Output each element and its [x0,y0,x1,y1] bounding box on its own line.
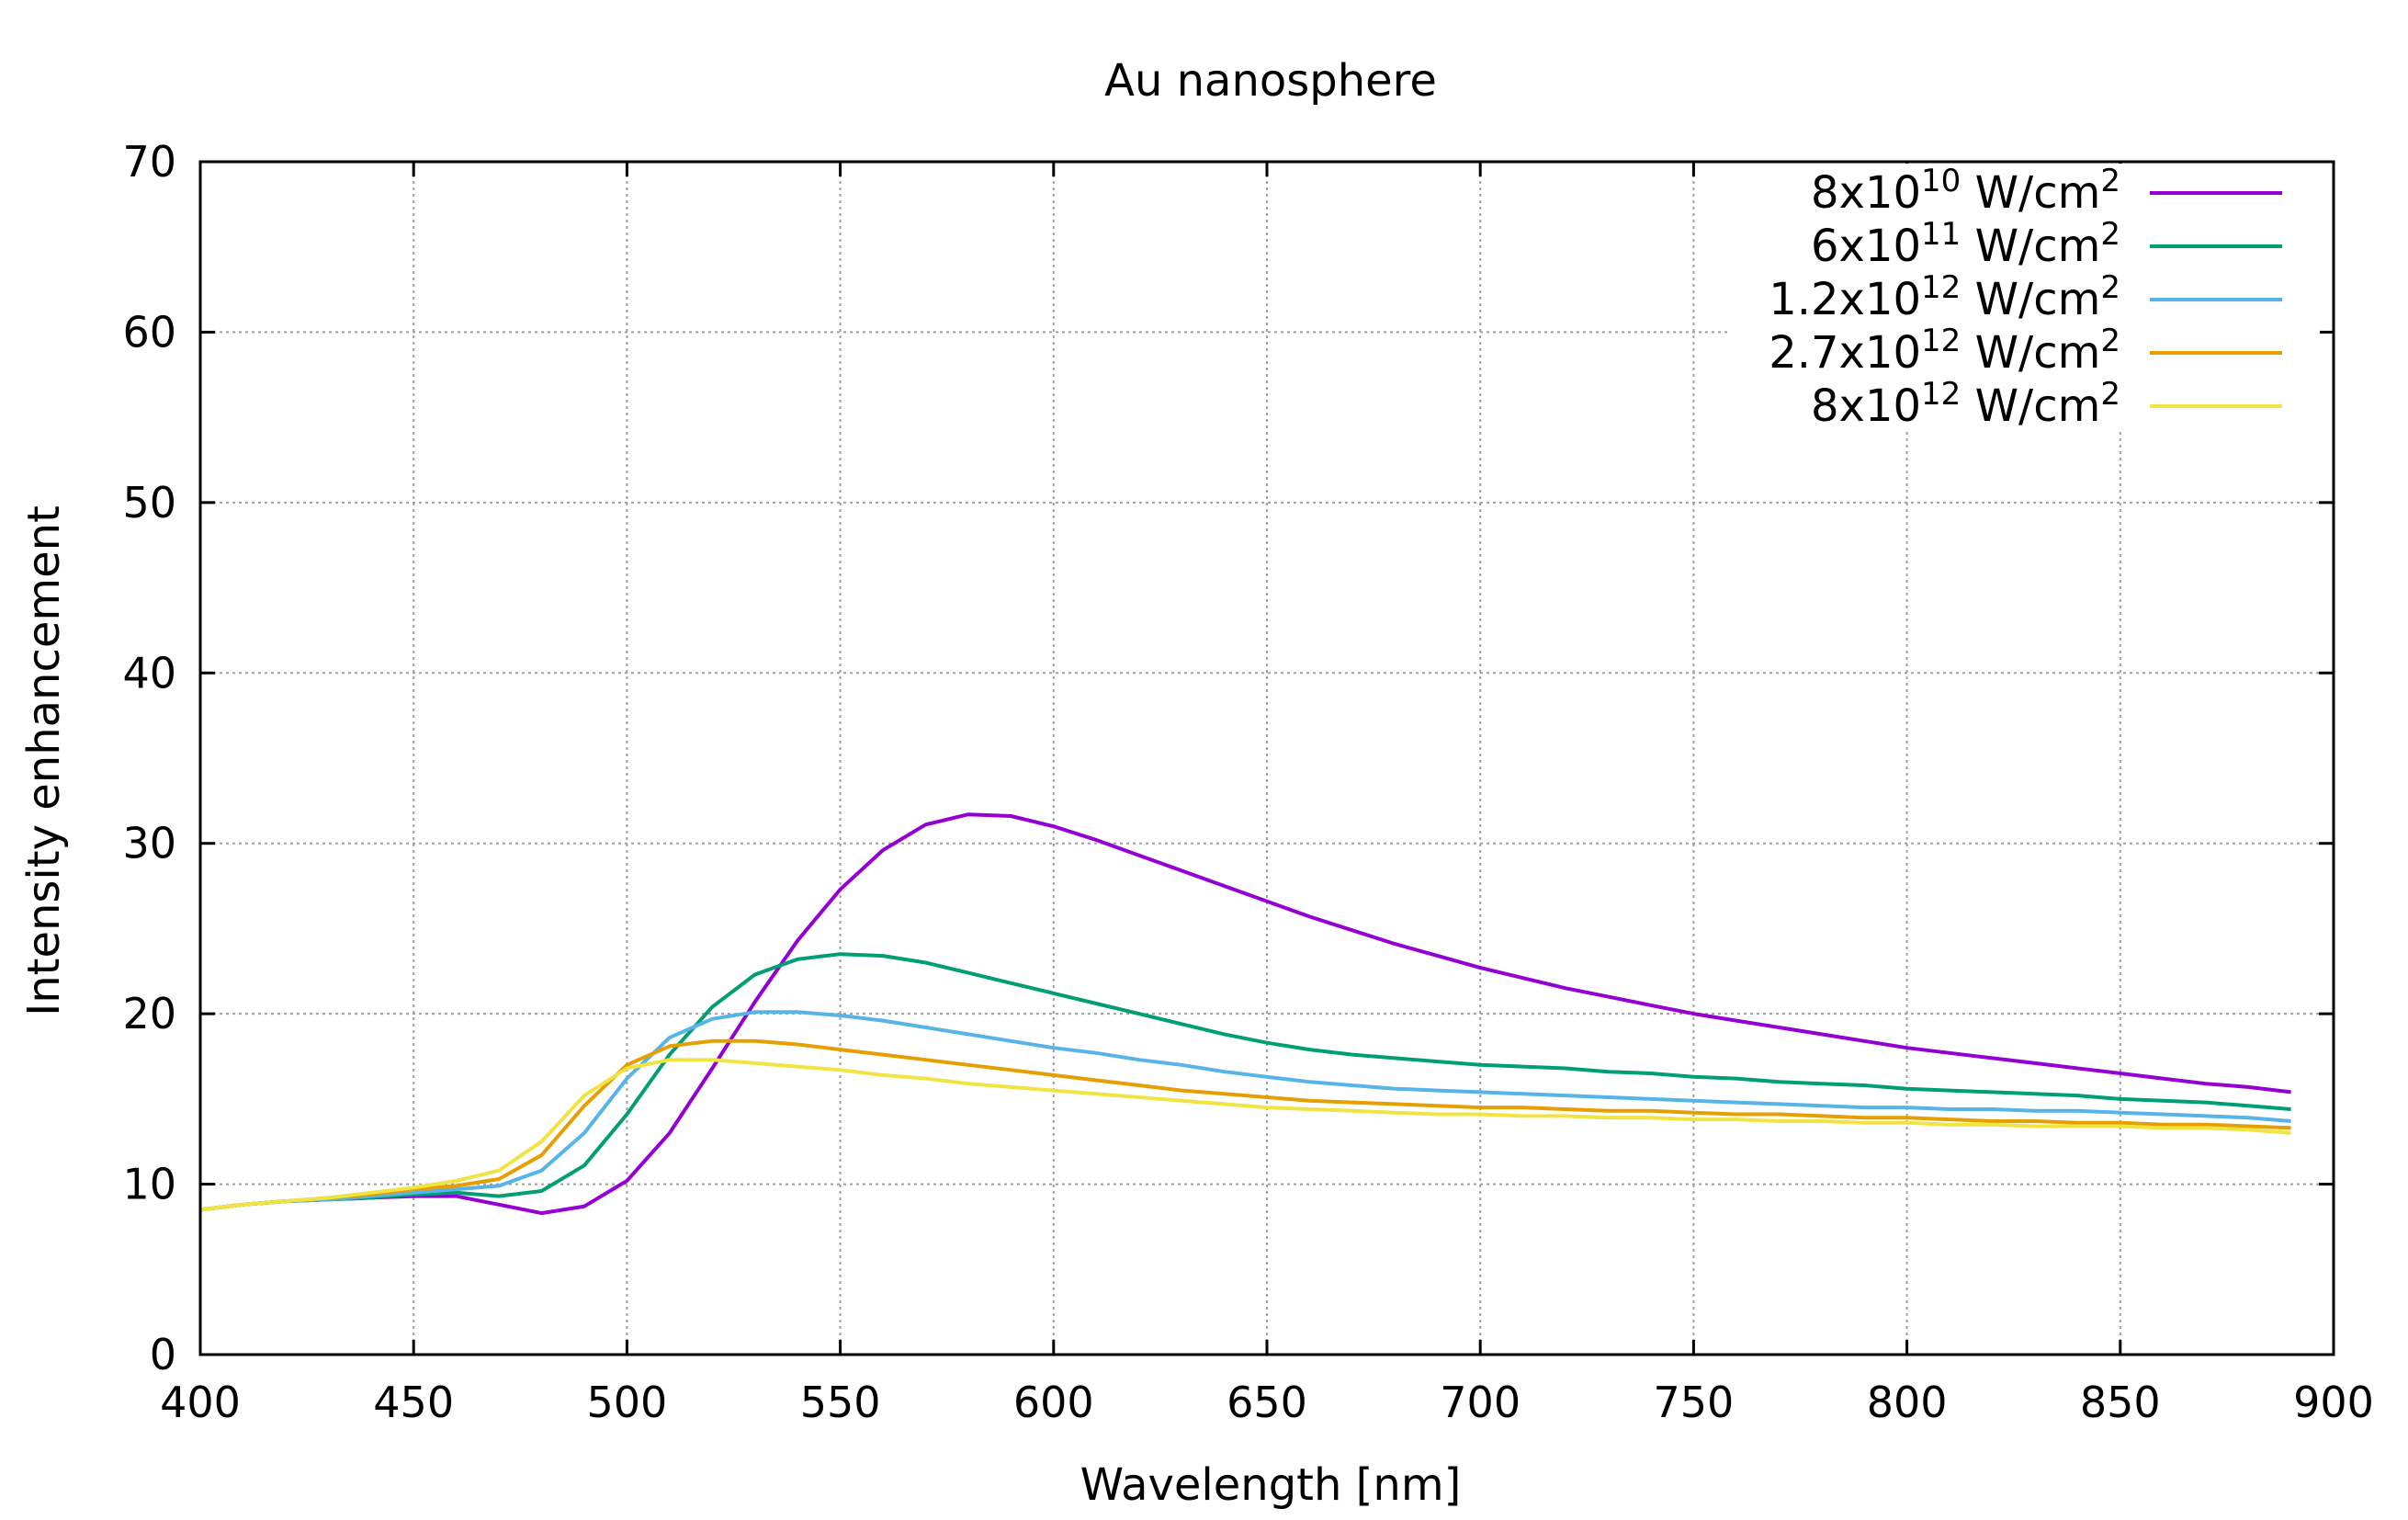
x-tick-label: 500 [586,1378,667,1427]
series-line [199,1010,2291,1212]
series-line [199,1038,2291,1212]
x-tick-label: 650 [1227,1378,1307,1427]
legend-background [1727,217,2320,270]
legend-label: 8x1010 W/cm2 [1811,163,2120,219]
x-tick-label: 550 [800,1378,881,1427]
x-tick-label: 400 [160,1378,241,1427]
x-tick-label: 700 [1440,1378,1521,1427]
legend-label: 6x1011 W/cm2 [1811,216,2120,272]
legend-background [1727,323,2320,377]
y-tick-label: 60 [122,307,176,357]
chart-title: Au nanosphere [1104,55,1437,107]
series-line [199,952,2291,1212]
y-tick-label: 30 [122,819,176,868]
ticks: 400 450 500 550 600 650 700 750 800 850 900 0 10 20 30… [122,137,2373,1427]
x-axis-title: Wavelength [nm] [1080,1459,1462,1511]
y-tick-label: 20 [122,989,176,1038]
legend-label: 2.7x1012 W/cm2 [1769,323,2120,379]
y-tick-label: 10 [122,1160,176,1209]
legend-label: 1.2x1012 W/cm2 [1769,269,2120,325]
x-tick-label: 850 [2080,1378,2161,1427]
y-tick-label: 40 [122,648,176,698]
series-layer [199,812,2291,1216]
x-tick-label: 600 [1013,1378,1094,1427]
legend-background [1727,164,2320,217]
x-tick-label: 800 [1867,1378,1948,1427]
x-tick-label: 900 [2293,1378,2374,1427]
x-tick-label: 450 [373,1378,454,1427]
legend-label: 8x1012 W/cm2 [1811,376,2120,432]
legend-background [1727,270,2320,323]
y-tick-label: 70 [122,137,176,187]
y-tick-label: 0 [150,1330,176,1379]
series-line [199,1058,2291,1212]
series-line [199,812,2291,1216]
y-tick-label: 50 [122,478,176,527]
y-axis-title: Intensity enhancement [18,505,70,1016]
x-tick-label: 750 [1653,1378,1734,1427]
legend-background [1727,377,2320,430]
